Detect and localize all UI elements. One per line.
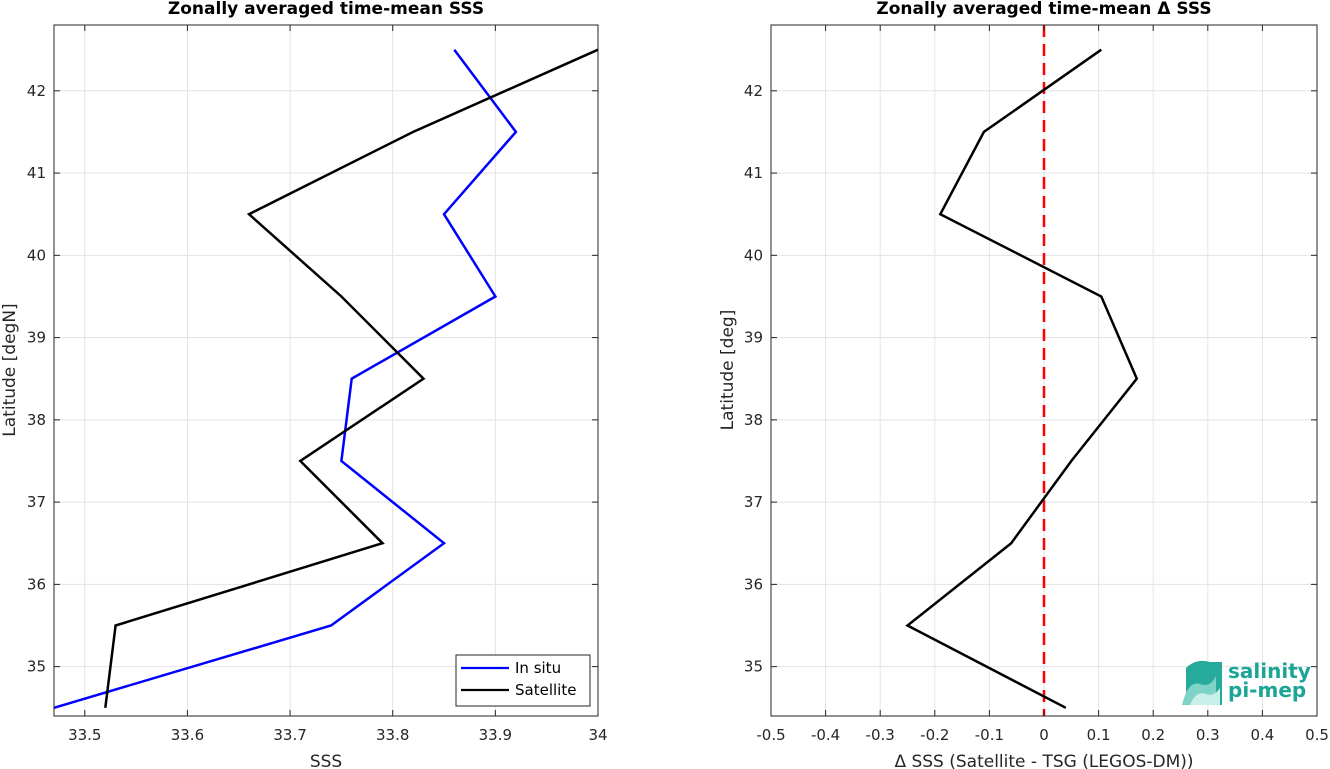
- legend-label-satellite: Satellite: [515, 681, 576, 699]
- right-x-tick-label: -0.4: [811, 726, 840, 744]
- left-series-line-satellite: [104, 48, 599, 708]
- left-x-tick-label: 33.6: [171, 726, 204, 744]
- right-y-tick-label: 38: [744, 411, 763, 429]
- right-x-tick-label: -0.1: [975, 726, 1004, 744]
- left-chart-title: Zonally averaged time-mean SSS: [168, 0, 484, 19]
- right-x-tick-label: 0: [1039, 726, 1049, 744]
- left-x-axis-label: SSS: [310, 752, 342, 769]
- right-y-ticks: 35 36 37 38 39 40 41 42: [744, 82, 1317, 676]
- legend-box: [455, 654, 591, 707]
- left-y-ticks: 35 36 37 38 39 40 41 42: [27, 82, 598, 676]
- logo-text-salinity: salinity: [1228, 659, 1311, 683]
- left-y-tick-label: 38: [27, 411, 46, 429]
- left-y-tick-label: 41: [27, 164, 46, 182]
- left-x-tick-label: 33.9: [479, 726, 512, 744]
- right-x-ticks: -0.5 -0.4 -0.3 -0.2 -0.1 0 0.1 0.2 0.3 0.4 0.5: [756, 25, 1329, 744]
- left-series-line-in-situ: [53, 48, 518, 709]
- logo-text-pi-mep: pi-mep: [1228, 678, 1306, 702]
- right-x-tick-label: 0.1: [1087, 726, 1111, 744]
- left-x-tick-label: 33.7: [273, 726, 306, 744]
- left-axes-box: [53, 24, 599, 717]
- left-x-tick-label: 33.8: [376, 726, 409, 744]
- right-x-tick-label: 0.4: [1250, 726, 1274, 744]
- left-x-ticks: 33.5 33.6 33.7 33.8 33.9 34: [68, 25, 608, 744]
- right-x-tick-label: 0.2: [1141, 726, 1165, 744]
- right-x-tick-label: 0.3: [1196, 726, 1220, 744]
- right-y-tick-label: 41: [744, 164, 763, 182]
- legend-label-in-situ: In situ: [515, 659, 561, 677]
- left-plot-area: [54, 25, 598, 716]
- salinity-pi-mep-logo: salinity pi-mep: [1182, 659, 1311, 705]
- wave-logo-icon: [1182, 660, 1222, 705]
- right-series-line-delta-sss: [905, 48, 1139, 709]
- left-y-tick-label: 42: [27, 82, 46, 100]
- left-x-tick-label: 33.5: [68, 726, 101, 744]
- left-y-tick-label: 35: [27, 658, 46, 676]
- left-y-tick-label: 37: [27, 493, 46, 511]
- right-x-tick-label: 0.5: [1305, 726, 1329, 744]
- right-chart-panel: Zonally averaged time-mean Δ SSS -0.5 -0.…: [718, 0, 1329, 769]
- left-x-tick-label: 34: [588, 726, 607, 744]
- right-y-axis-label: Latitude [deg]: [718, 310, 738, 431]
- right-y-tick-label: 35: [744, 658, 763, 676]
- right-x-tick-label: -0.3: [866, 726, 895, 744]
- left-chart-panel: Zonally averaged time-mean SSS 33.5 33.6 3…: [0, 0, 608, 769]
- legend: In situ Satellite: [455, 654, 591, 707]
- right-y-tick-label: 40: [744, 246, 763, 264]
- left-y-tick-label: 40: [27, 246, 46, 264]
- right-y-tick-label: 37: [744, 493, 763, 511]
- left-series-group: [53, 48, 599, 709]
- right-chart-title: Zonally averaged time-mean Δ SSS: [876, 0, 1211, 19]
- right-y-tick-label: 42: [744, 82, 763, 100]
- left-y-tick-label: 36: [27, 575, 46, 593]
- left-y-tick-label: 39: [27, 329, 46, 347]
- right-x-tick-label: -0.2: [920, 726, 949, 744]
- right-x-axis-label: Δ SSS (Satellite - TSG (LEGOS-DM)): [894, 752, 1193, 769]
- right-y-tick-label: 39: [744, 329, 763, 347]
- right-series-group: [905, 48, 1139, 709]
- right-x-tick-label: -0.5: [756, 726, 785, 744]
- right-y-tick-label: 36: [744, 575, 763, 593]
- left-y-axis-label: Latitude [degN]: [0, 303, 20, 436]
